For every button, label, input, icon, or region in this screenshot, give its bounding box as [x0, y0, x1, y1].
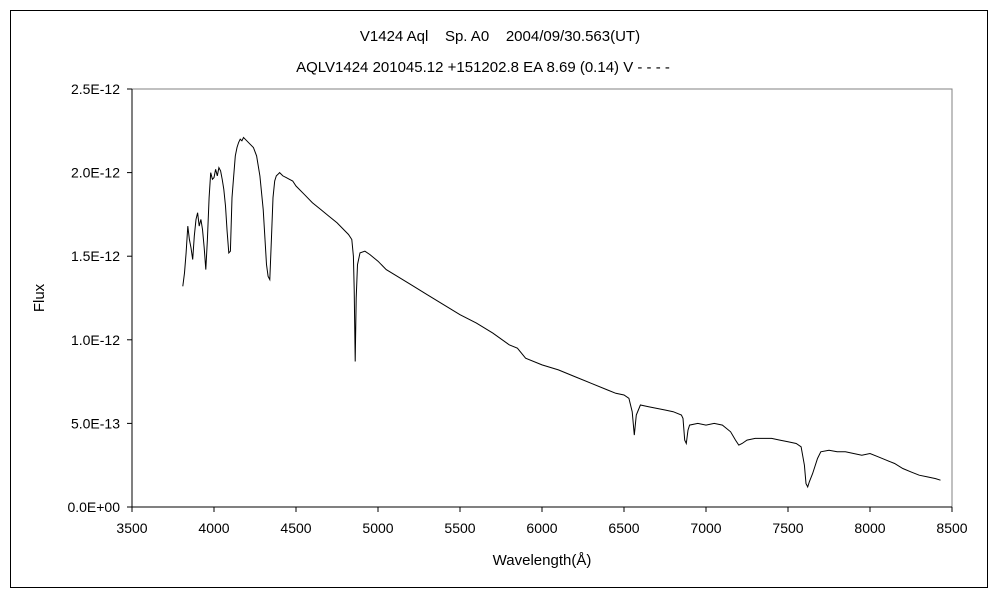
y-axis-label: Flux [31, 283, 48, 312]
x-tick-label: 8500 [936, 520, 967, 536]
x-tick-label: 4500 [280, 520, 311, 536]
y-ticks: 0.0E+00 5.0E-13 1.0E-12 1.5E-12 2.0E-12 2.5E-… [67, 81, 132, 515]
y-tick-label: 2.0E-12 [71, 165, 120, 181]
chart-frame [10, 10, 988, 588]
x-tick-label: 6500 [608, 520, 639, 536]
x-tick-label: 4000 [198, 520, 229, 536]
y-tick-label: 2.5E-12 [71, 81, 120, 97]
x-tick-label: 6000 [526, 520, 557, 536]
y-tick-label: 5.0E-13 [71, 415, 120, 431]
y-tick-label: 1.5E-12 [71, 248, 120, 264]
x-tick-label: 7000 [690, 520, 721, 536]
x-tick-label: 7500 [772, 520, 803, 536]
spectrum-series-line [182, 136, 941, 489]
y-tick-label: 1.0E-12 [71, 332, 120, 348]
y-tick-label: 0.0E+00 [67, 499, 120, 515]
x-ticks: 3500 4000 4500 5000 5500 6000 6500 7000 7500 8000… [116, 507, 968, 536]
chart-subtitle: AQLV1424 201045.12 +151202.8 EA 8.69 (0.… [296, 59, 670, 76]
x-axis-label: Wavelength(Å) [493, 552, 592, 569]
x-tick-label: 8000 [854, 520, 885, 536]
chart-title: V1424 Aql Sp. A0 2004/09/30.563(UT) [360, 28, 640, 45]
x-tick-label: 5500 [444, 520, 475, 536]
x-tick-label: 3500 [116, 520, 147, 536]
x-tick-label: 5000 [362, 520, 393, 536]
